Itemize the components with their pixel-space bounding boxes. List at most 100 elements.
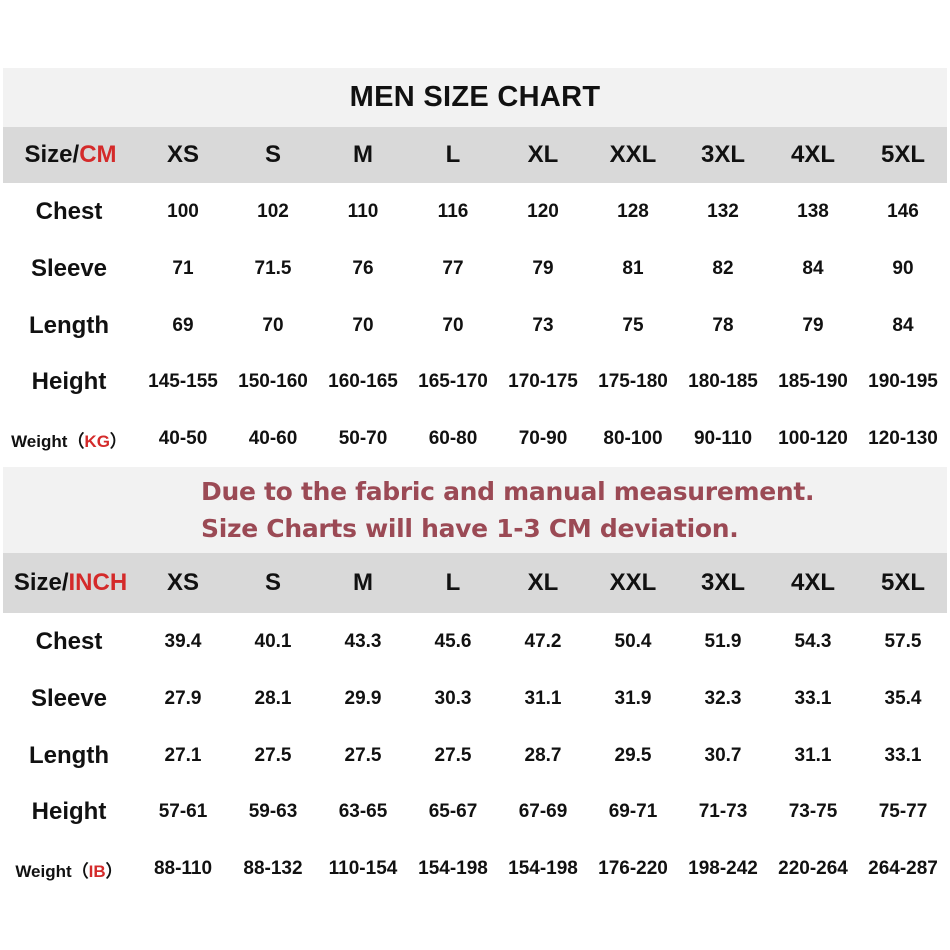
cm-cell: 146 [887, 201, 919, 222]
inch-cell: 35.4 [884, 687, 922, 709]
cm-size-5xl: 5XL [880, 141, 925, 168]
cm-cell: 40-50 [158, 428, 208, 450]
inch-cell: 31.9 [614, 687, 652, 709]
inch-cell: 67-69 [518, 801, 568, 823]
inch-cell: 32.3 [704, 687, 742, 709]
cm-size-xl: XL [527, 141, 559, 168]
cm-cell: 79 [532, 257, 554, 279]
cm-cell: 128 [617, 201, 649, 222]
cm-cell: 110 [347, 201, 379, 222]
inch-size-xxl: XXL [609, 569, 657, 596]
inch-cell: 27.5 [254, 744, 292, 766]
cm-size-3xl: 3XL [700, 141, 745, 168]
inch-cell: 59-63 [248, 801, 298, 823]
cm-row-label: Length [29, 311, 109, 339]
inch-size-l: L [445, 569, 461, 596]
cm-cell: 50-70 [338, 428, 388, 450]
cm-cell: 175-180 [598, 371, 668, 393]
cm-size-s: S [264, 141, 281, 168]
cm-cell: 71 [172, 257, 194, 279]
weight-unit: IB [88, 861, 106, 881]
cm-cell: 40-60 [248, 428, 298, 450]
inch-cell: 264-287 [868, 858, 938, 880]
inch-cell: 27.5 [344, 744, 382, 766]
cm-cell: 71.5 [254, 257, 292, 279]
cm-cell: 170-175 [508, 371, 578, 393]
inch-size-m: M [353, 569, 373, 596]
inch-cell: 65-67 [428, 801, 478, 823]
cm-cell: 78 [712, 314, 734, 336]
cm-cell: 120-130 [868, 428, 938, 450]
cm-unit: CM [79, 141, 117, 168]
inch-cell: 33.1 [794, 687, 832, 709]
inch-cell: 40.1 [254, 631, 292, 652]
cm-cell: 145-155 [148, 371, 218, 393]
inch-row-weight: Weight（IB） 88-110 88-132 110-154 154-198 154-… [0, 841, 950, 897]
inch-cell: 29.9 [344, 687, 382, 709]
inch-row-sleeve: Sleeve 27.9 28.1 29.9 30.3 31.1 31.9 32.3 33.1 35… [0, 671, 950, 727]
cm-cell: 84 [802, 257, 824, 279]
cm-cell: 79 [802, 314, 824, 336]
cm-size-xs: XS [166, 141, 199, 168]
inch-cell: 71-73 [698, 801, 748, 823]
cm-cell: 180-185 [688, 371, 758, 393]
inch-cell: 27.5 [434, 744, 472, 766]
cm-cell: 132 [707, 201, 739, 222]
cm-size-4xl: 4XL [790, 141, 835, 168]
inch-cell: 39.4 [164, 631, 202, 652]
inch-cell: 31.1 [524, 687, 562, 709]
chart-title: MEN SIZE CHART [3, 68, 947, 127]
cm-row-length: Length 69 70 70 70 73 75 78 79 84 [0, 298, 950, 354]
inch-row-label: Height [31, 798, 107, 826]
cm-header-label: Size/CM [24, 141, 117, 168]
inch-unit: INCH [68, 569, 128, 596]
cm-row-label: Height [31, 368, 107, 396]
inch-cell: 28.1 [254, 687, 292, 709]
inch-size-s: S [264, 569, 281, 596]
cm-cell: 75 [622, 314, 644, 336]
cm-cell: 69 [172, 314, 194, 336]
inch-cell: 88-110 [153, 858, 213, 880]
cm-row-height: Height 145-155 150-160 160-165 165-170 170-17… [0, 354, 950, 410]
cm-cell: 190-195 [868, 371, 938, 393]
inch-cell: 57.5 [884, 631, 922, 652]
inch-cell: 73-75 [788, 801, 838, 823]
cm-cell: 120 [527, 201, 559, 222]
cm-cell: 116 [437, 201, 469, 222]
inch-cell: 43.3 [344, 631, 382, 652]
inch-cell: 69-71 [608, 801, 658, 823]
cm-cell: 90-110 [693, 428, 753, 450]
cm-row-weight: Weight（KG） 40-50 40-60 50-70 60-80 70-90 80-10… [0, 411, 950, 467]
inch-row-height: Height 57-61 59-63 63-65 65-67 67-69 69-71 71-7… [0, 784, 950, 840]
cm-cell: 81 [622, 257, 644, 279]
inch-cell: 45.6 [434, 631, 472, 652]
cm-size-m: M [353, 141, 373, 168]
inch-cell: 50.4 [614, 631, 652, 652]
inch-size-4xl: 4XL [790, 569, 835, 596]
inch-cell: 33.1 [884, 744, 922, 766]
cm-cell: 76 [352, 257, 374, 279]
inch-cell: 51.9 [704, 631, 742, 652]
cm-cell: 150-160 [238, 371, 308, 393]
cm-cell: 73 [532, 314, 554, 336]
inch-size-5xl: 5XL [880, 569, 925, 596]
cm-row-chest: Chest 100 102 110 116 120 128 132 138 146 [0, 184, 950, 240]
deviation-notice: Due to the fabric and manual measurement… [3, 467, 947, 553]
inch-cell: 27.1 [164, 744, 202, 766]
cm-cell: 160-165 [328, 371, 398, 393]
inch-row-length: Length 27.1 27.5 27.5 27.5 28.7 29.5 30.7 31.1 33… [0, 728, 950, 784]
inch-cell: 75-77 [878, 801, 928, 823]
inch-cell: 198-242 [688, 858, 758, 880]
inch-cell: 57-61 [158, 801, 208, 823]
inch-cell: 30.7 [704, 744, 742, 766]
cm-cell: 102 [257, 201, 289, 222]
inch-cell: 30.3 [434, 687, 472, 709]
inch-row-label: Chest [35, 628, 103, 655]
inch-cell: 27.9 [164, 687, 202, 709]
cm-cell: 90 [892, 257, 914, 279]
cm-cell: 70 [262, 314, 284, 336]
inch-cell: 31.1 [794, 744, 832, 766]
inch-size-xs: XS [166, 569, 199, 596]
cm-size-xxl: XXL [609, 141, 657, 168]
inch-cell: 176-220 [598, 858, 668, 880]
